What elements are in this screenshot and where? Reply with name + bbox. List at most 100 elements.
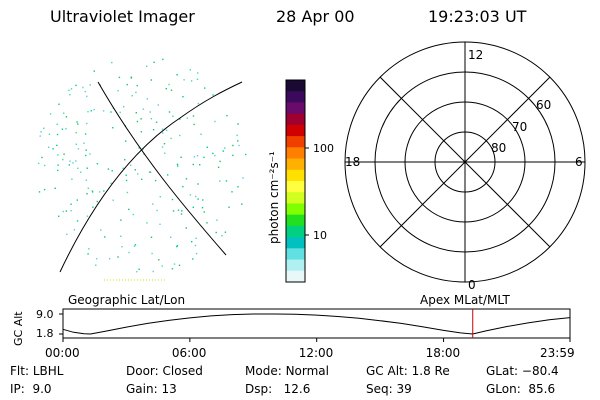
colorbar-cell [286, 158, 305, 171]
emission-speck [96, 200, 98, 203]
emission-speck [133, 245, 136, 247]
emission-speck [146, 65, 148, 67]
emission-speck [189, 69, 191, 71]
emission-speck [82, 86, 84, 89]
emission-speck [176, 245, 178, 248]
emission-speck [165, 88, 167, 90]
altitude-ytick-9: 9.0 [36, 308, 54, 321]
emission-speck [40, 131, 42, 133]
geographic-panel-label: Geographic Lat/Lon [68, 293, 185, 307]
altitude-chart: 00:00 06:00 12:00 18:00 23:59 9.0 1.8 GC Alt [12, 308, 575, 360]
mlt-label-6: 6 [575, 155, 583, 169]
emission-speck [221, 235, 223, 237]
seq-value: 39 [396, 382, 412, 396]
emission-speck [219, 160, 221, 163]
glat-value: −80.4 [521, 364, 559, 378]
emission-speck [70, 210, 72, 212]
mlat-label-80: 80 [491, 141, 506, 155]
emission-speck [91, 190, 94, 192]
emission-speck [48, 133, 51, 135]
emission-speck [131, 95, 133, 97]
mode-field: Mode: Normal [245, 364, 329, 378]
emission-speck [215, 231, 217, 234]
emission-speck [193, 123, 195, 126]
emission-speck [226, 114, 228, 117]
mlt-label-12: 12 [468, 48, 483, 62]
emission-speck [62, 158, 64, 161]
emission-speck [125, 140, 127, 142]
emission-speck [61, 128, 64, 130]
dsp-label: Dsp: [245, 382, 273, 396]
emission-speck [203, 156, 205, 159]
emission-speck [110, 111, 112, 113]
emission-speck [224, 147, 226, 149]
gcalt-label: GC Alt: [366, 364, 408, 378]
emission-speck [217, 166, 220, 168]
colorbar-cell [286, 91, 305, 103]
emission-speck [146, 98, 148, 100]
emission-speck [197, 198, 199, 200]
altitude-y-axis-label: GC Alt [12, 311, 25, 346]
emission-speck [245, 153, 247, 156]
emission-speck [126, 191, 129, 194]
apex-panel-label: Apex MLat/MLT [420, 293, 510, 307]
emission-speck [136, 120, 139, 123]
emission-speck [39, 135, 41, 137]
emission-speck [170, 137, 172, 140]
emission-speck [62, 210, 64, 213]
colorbar-tick-label-100: 100 [313, 142, 334, 155]
emission-speck [159, 223, 161, 225]
emission-speck [237, 140, 239, 142]
emission-speck [199, 164, 201, 166]
emission-speck [86, 193, 88, 195]
emission-speck [185, 227, 187, 229]
emission-speck [75, 132, 77, 134]
emission-speck [130, 76, 133, 78]
emission-speck [84, 133, 87, 135]
emission-speck [178, 264, 181, 266]
emission-speck [57, 154, 59, 156]
emission-speck [195, 195, 197, 198]
emission-speck [92, 206, 94, 208]
emission-speck [88, 248, 90, 250]
emission-speck [123, 106, 125, 108]
emission-speck [190, 80, 193, 82]
emission-speck [132, 213, 134, 216]
emission-speck [122, 167, 124, 169]
emission-speck [149, 111, 151, 113]
emission-speck [75, 160, 77, 162]
colorbar-cell [286, 248, 305, 261]
emission-speck [117, 256, 119, 258]
emission-speck [138, 147, 140, 149]
emission-speck [153, 61, 155, 63]
seq-label: Seq: [366, 382, 393, 396]
emission-speck [86, 95, 88, 98]
emission-speck [118, 76, 121, 79]
emission-speck [56, 123, 58, 125]
auroral-emission-speckles [38, 58, 247, 273]
altitude-xtick-label: 12:00 [299, 346, 334, 360]
emission-speck [87, 253, 89, 255]
emission-speck [195, 237, 197, 239]
emission-speck [120, 219, 122, 221]
emission-speck [135, 112, 137, 114]
emission-speck [185, 178, 188, 180]
emission-speck [77, 123, 79, 125]
emission-speck [159, 196, 161, 198]
emission-speck [111, 170, 113, 172]
emission-speck [56, 133, 59, 136]
emission-speck [57, 164, 59, 166]
emission-speck [186, 117, 188, 119]
emission-speck [125, 174, 127, 176]
emission-speck [170, 89, 173, 91]
emission-speck [85, 154, 87, 157]
emission-speck [141, 178, 143, 180]
emission-speck [212, 94, 214, 96]
colorbar-cells [286, 80, 305, 283]
emission-speck [197, 102, 200, 105]
emission-speck [134, 169, 136, 171]
colorbar-frame [285, 79, 306, 283]
filter-label: Flt: [10, 364, 29, 378]
emission-speck [77, 167, 79, 169]
emission-speck [193, 156, 196, 158]
